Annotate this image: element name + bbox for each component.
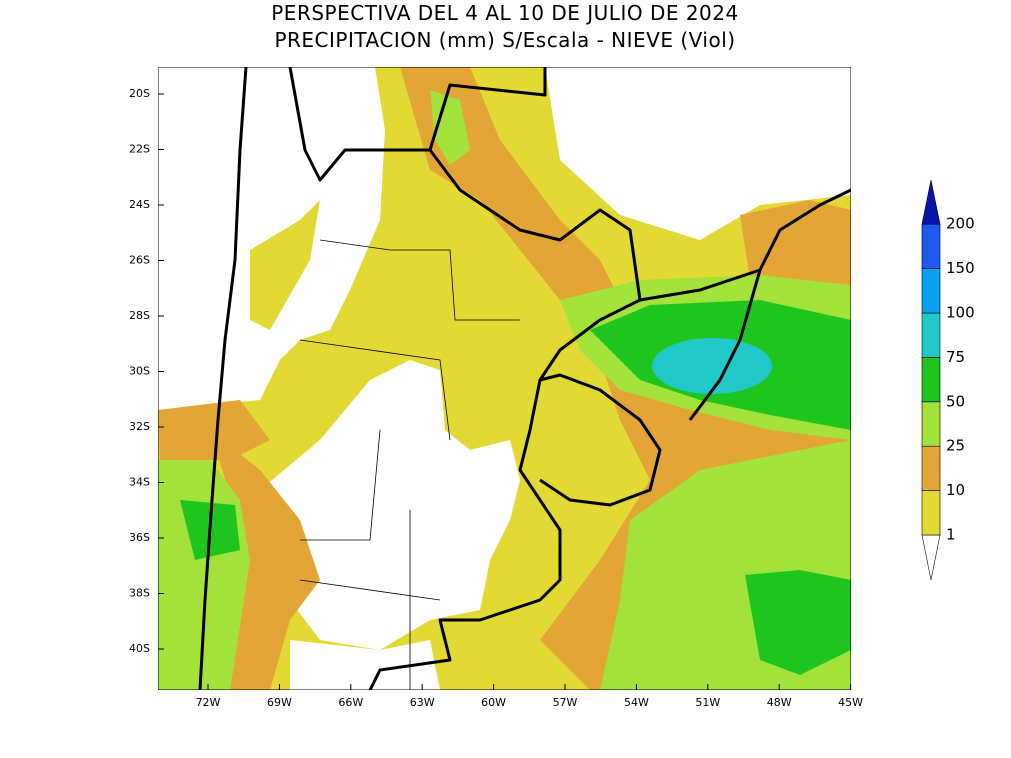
legend-over — [921, 179, 941, 225]
legend-under — [921, 534, 941, 581]
lat-label: 36S — [129, 531, 150, 544]
lat-label: 40S — [129, 642, 150, 655]
lat-label: 32S — [129, 420, 150, 433]
legend-box — [921, 445, 941, 491]
lon-label: 45W — [838, 696, 863, 709]
lat-label: 24S — [129, 198, 150, 211]
legend-box — [921, 312, 941, 358]
lon-label: 69W — [267, 696, 292, 709]
legend-box — [921, 490, 941, 536]
lat-label: 30S — [129, 365, 150, 378]
lat-label: 22S — [129, 143, 150, 156]
lon-label: 54W — [624, 696, 649, 709]
title: PERSPECTIVA DEL 4 AL 10 DE JULIO DE 2024 — [271, 1, 738, 25]
legend-box — [921, 401, 941, 447]
subtitle: PRECIPITACION (mm) S/Escala - NIEVE (Vio… — [274, 28, 735, 52]
legend-label: 25 — [946, 437, 965, 455]
legend-box — [921, 357, 941, 403]
legend-label: 150 — [946, 259, 975, 277]
precip-field — [158, 67, 851, 690]
legend-label: 200 — [946, 215, 975, 233]
lat-label: 38S — [129, 587, 150, 600]
legend-label: 75 — [946, 348, 965, 366]
legend: 1 10 25 50 75 100 150 200 — [921, 179, 975, 581]
legend-label: 10 — [946, 481, 965, 499]
legend-box — [921, 223, 941, 269]
legend-box — [921, 268, 941, 314]
lat-label: 28S — [129, 309, 150, 322]
lat-label: 34S — [129, 476, 150, 489]
legend-label: 1 — [946, 526, 956, 544]
lon-label: 57W — [553, 696, 578, 709]
lon-label: 51W — [695, 696, 720, 709]
lon-label: 48W — [767, 696, 792, 709]
lat-label: 20S — [129, 87, 150, 100]
axes: 20S 22S 24S 26S 28S 30S 32S 34S 36S 38S 40S 72W 69W 6… — [129, 87, 863, 709]
lon-label: 63W — [410, 696, 435, 709]
lat-label: 26S — [129, 254, 150, 267]
lon-label: 60W — [481, 696, 506, 709]
legend-label: 50 — [946, 392, 965, 410]
lon-label: 72W — [196, 696, 221, 709]
legend-label: 100 — [946, 304, 975, 322]
lon-label: 66W — [338, 696, 363, 709]
